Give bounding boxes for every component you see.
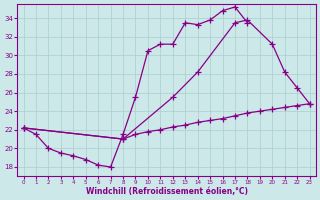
X-axis label: Windchill (Refroidissement éolien,°C): Windchill (Refroidissement éolien,°C) [85, 187, 248, 196]
